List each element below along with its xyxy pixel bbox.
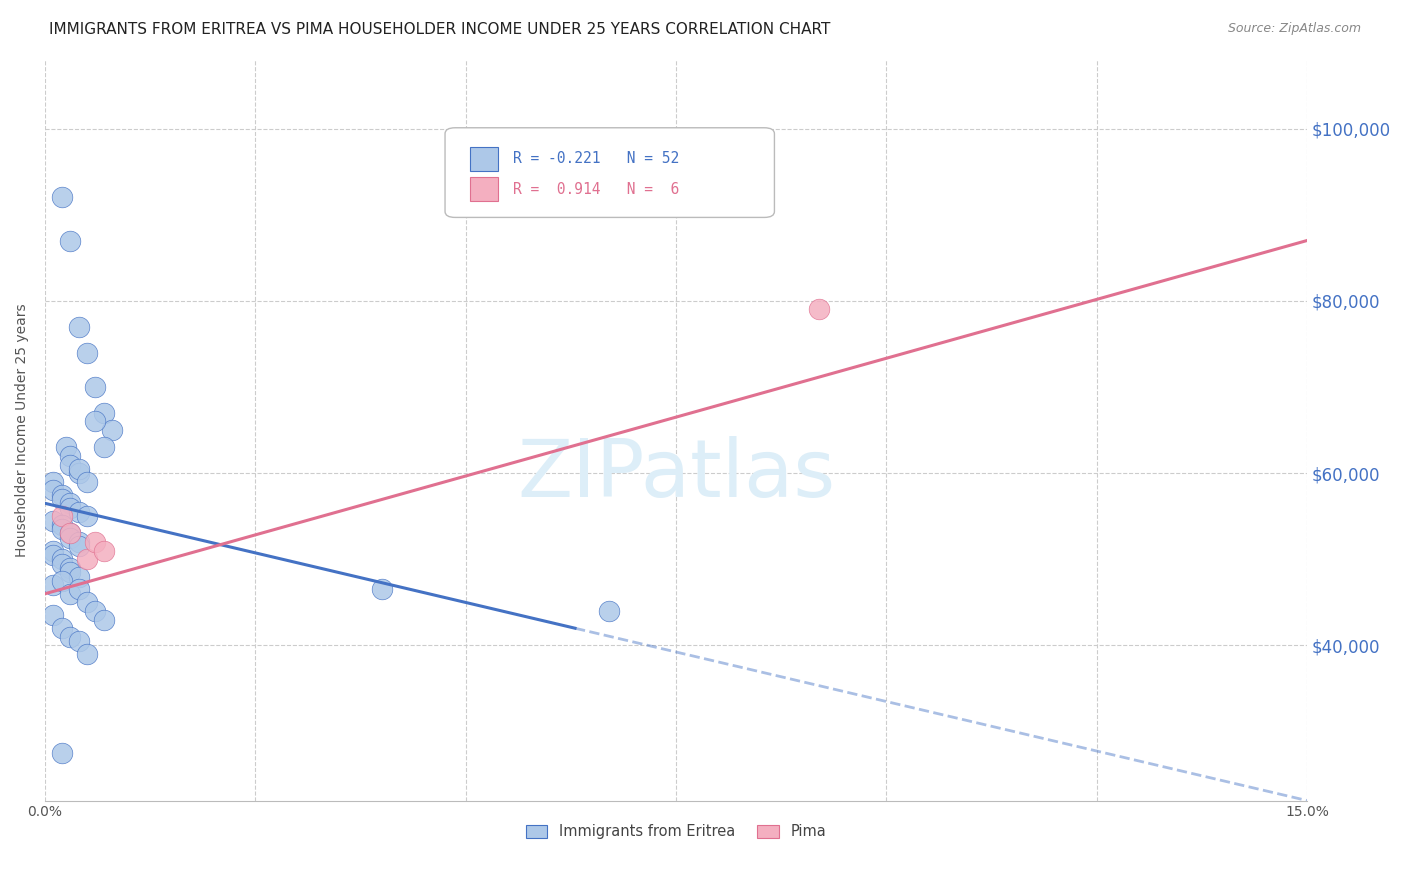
Point <box>370 582 392 597</box>
Point <box>51 491 73 506</box>
Point <box>808 302 831 317</box>
Point <box>59 458 82 472</box>
Point <box>51 517 73 532</box>
Point <box>51 488 73 502</box>
Bar <box>470 147 498 170</box>
Point <box>59 449 82 463</box>
Text: Source: ZipAtlas.com: Source: ZipAtlas.com <box>1227 22 1361 36</box>
Point <box>67 540 90 554</box>
Point <box>76 345 98 359</box>
Point <box>51 621 73 635</box>
Point <box>67 569 90 583</box>
Point <box>76 475 98 489</box>
Point <box>59 526 82 541</box>
Point <box>42 543 65 558</box>
Point <box>84 535 107 549</box>
Point <box>42 608 65 623</box>
Point <box>51 557 73 571</box>
Point <box>67 535 90 549</box>
Point <box>59 496 82 510</box>
Point <box>42 578 65 592</box>
Point <box>67 582 90 597</box>
FancyBboxPatch shape <box>446 128 775 218</box>
Point <box>598 604 620 618</box>
Point <box>51 746 73 760</box>
Point <box>51 552 73 566</box>
Point <box>42 548 65 562</box>
Point <box>76 647 98 661</box>
Text: R =  0.914   N =  6: R = 0.914 N = 6 <box>513 182 679 197</box>
Point <box>51 522 73 536</box>
Point <box>51 190 73 204</box>
Point <box>84 414 107 428</box>
Legend: Immigrants from Eritrea, Pima: Immigrants from Eritrea, Pima <box>520 819 832 845</box>
Point <box>84 380 107 394</box>
Point <box>101 423 124 437</box>
Text: IMMIGRANTS FROM ERITREA VS PIMA HOUSEHOLDER INCOME UNDER 25 YEARS CORRELATION CH: IMMIGRANTS FROM ERITREA VS PIMA HOUSEHOL… <box>49 22 831 37</box>
Point <box>42 475 65 489</box>
Point <box>67 466 90 480</box>
Point <box>84 604 107 618</box>
Point <box>76 509 98 524</box>
Y-axis label: Householder Income Under 25 years: Householder Income Under 25 years <box>15 303 30 557</box>
Point <box>51 509 73 524</box>
Point <box>42 483 65 498</box>
Point <box>59 500 82 515</box>
Point <box>55 440 77 454</box>
Bar <box>470 178 498 201</box>
Point <box>42 514 65 528</box>
Point <box>59 234 82 248</box>
Point <box>67 505 90 519</box>
Point <box>59 630 82 644</box>
Point <box>67 319 90 334</box>
Point <box>59 587 82 601</box>
Point <box>76 595 98 609</box>
Point <box>93 440 115 454</box>
Point <box>59 531 82 545</box>
Point <box>93 406 115 420</box>
Point <box>67 462 90 476</box>
Text: ZIPatlas: ZIPatlas <box>517 435 835 514</box>
Point <box>67 634 90 648</box>
Point <box>51 574 73 588</box>
Point <box>59 561 82 575</box>
Point <box>93 613 115 627</box>
Text: R = -0.221   N = 52: R = -0.221 N = 52 <box>513 152 679 167</box>
Point <box>93 543 115 558</box>
Point <box>76 552 98 566</box>
Point <box>59 526 82 541</box>
Point <box>59 566 82 580</box>
